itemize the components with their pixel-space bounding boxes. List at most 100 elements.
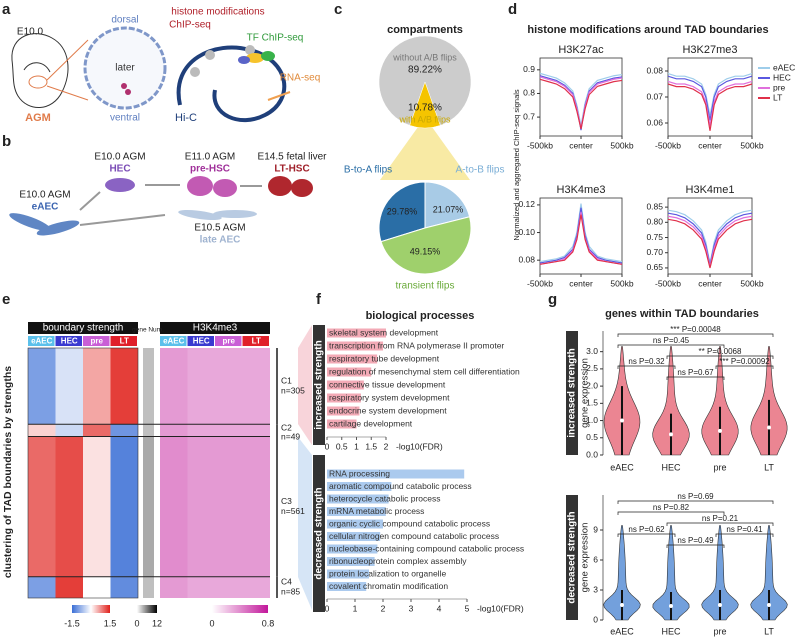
legend-label: HEC	[773, 72, 791, 82]
panel-letter: e	[2, 291, 10, 308]
x-tick-label: -500kb	[527, 140, 553, 150]
label: ChIP-seq	[169, 20, 211, 31]
x-tick-label: 5	[465, 603, 470, 613]
heat-cell	[215, 436, 243, 577]
column-header	[215, 336, 242, 346]
bar-label: heterocycle catabolic process	[329, 493, 441, 503]
bar-label: respiratory system development	[329, 392, 450, 402]
comparison-label: ns P=0.45	[653, 336, 690, 345]
panel-letter: b	[2, 133, 11, 150]
y-tick-label: 0.85	[646, 201, 663, 211]
heat-cell	[110, 424, 138, 437]
label: histone modifications	[171, 7, 264, 18]
header-box	[28, 322, 138, 334]
cell	[121, 83, 127, 89]
label: 10.78%	[408, 103, 442, 114]
x-tick-label: 0.5	[336, 441, 348, 451]
heat-cell	[242, 424, 270, 437]
y-tick-label: 0	[593, 614, 598, 624]
label: E10.5 AGM	[194, 223, 245, 234]
bar	[327, 544, 378, 554]
pie-slice	[409, 81, 441, 129]
line-series	[667, 83, 753, 131]
heat-cell	[187, 576, 215, 598]
colorbar-tick-label: 0	[209, 618, 214, 628]
y-tick-label: 3.0	[586, 346, 598, 356]
y-tick-label: 0.8	[523, 88, 535, 98]
heat-cell	[110, 436, 138, 577]
line-series	[667, 73, 753, 116]
x-tick-label: 3	[409, 603, 414, 613]
colorbar-tick-label: 0	[134, 618, 139, 628]
bar-label: RNA processing	[329, 468, 390, 478]
column-header	[187, 336, 214, 346]
label: H3K4me3	[193, 323, 238, 334]
label: LT	[252, 337, 261, 346]
label: E11.0 AGM	[185, 152, 235, 163]
x-tick-label: 0	[325, 603, 330, 613]
cluster-size	[276, 436, 278, 577]
colorbar	[137, 605, 157, 613]
label: biological processes	[366, 310, 475, 322]
comparison-label: ** P=0.0068	[699, 347, 742, 356]
label: HEC	[109, 164, 130, 175]
colorbar	[212, 605, 268, 613]
bar	[327, 532, 381, 541]
header-box	[160, 322, 270, 334]
label: 29.78%	[387, 206, 418, 216]
x-tick-label: HEC	[661, 626, 681, 636]
label: eAEC	[31, 337, 53, 346]
panel-letter: d	[508, 1, 517, 18]
label: later	[115, 63, 135, 74]
label: with A/B flips	[398, 114, 451, 124]
y-tick-label: 0.75	[646, 232, 663, 242]
comparison-label: *** P=0.00092	[719, 357, 770, 366]
heat-cell	[242, 436, 270, 577]
heat-cell	[83, 424, 111, 437]
median-point	[767, 603, 771, 607]
comparison-bracket	[715, 533, 774, 537]
colorbar-tick-label: 1.5	[104, 618, 117, 628]
median-point	[620, 603, 624, 607]
violin	[603, 525, 641, 621]
heat-cell	[143, 576, 154, 598]
violin	[652, 346, 690, 456]
heat-cell	[160, 424, 188, 437]
pie-slice	[424, 181, 471, 229]
heat-cell	[143, 436, 154, 577]
line-series	[667, 209, 753, 264]
label: transient flips	[396, 281, 455, 292]
heat-cell	[83, 576, 111, 598]
heat-cell	[55, 576, 83, 598]
bar-label: skeletal system development	[329, 327, 439, 337]
y-tick-label: 0.80	[646, 217, 663, 227]
comparison-bracket	[617, 500, 774, 504]
comparison-bracket	[617, 344, 725, 348]
subplot-title: H3K4me3	[557, 184, 606, 196]
label: E10.0 AGM	[94, 152, 145, 163]
heat-cell	[143, 348, 154, 425]
median-point	[669, 604, 673, 608]
cluster-size	[276, 424, 278, 437]
label: B-to-A flips	[344, 165, 392, 176]
line-series	[539, 214, 623, 265]
median-point	[620, 418, 624, 423]
line-series	[539, 203, 623, 263]
label: -log10(FDR)	[477, 603, 524, 613]
comparison-label: ns P=0.49	[677, 536, 714, 545]
bar-label: nucleobase-containing compound catabolic…	[329, 543, 524, 553]
heat-cell	[110, 576, 138, 598]
y-tick-label: 9	[593, 524, 598, 534]
heat-cell	[143, 424, 154, 437]
y-tick-label: 0.08	[518, 254, 535, 264]
connector	[380, 127, 470, 180]
legend-label: LT	[773, 92, 782, 102]
heat-cell	[187, 424, 215, 437]
label: LT	[120, 337, 129, 346]
median-point	[669, 432, 673, 437]
x-tick-label: 2	[381, 603, 386, 613]
label: Normalized and aggregated ChIP-seq signa…	[512, 89, 521, 241]
y-tick-label: 1.0	[586, 415, 598, 425]
label: 49.15%	[410, 246, 441, 256]
x-tick-label: pre	[713, 626, 726, 636]
